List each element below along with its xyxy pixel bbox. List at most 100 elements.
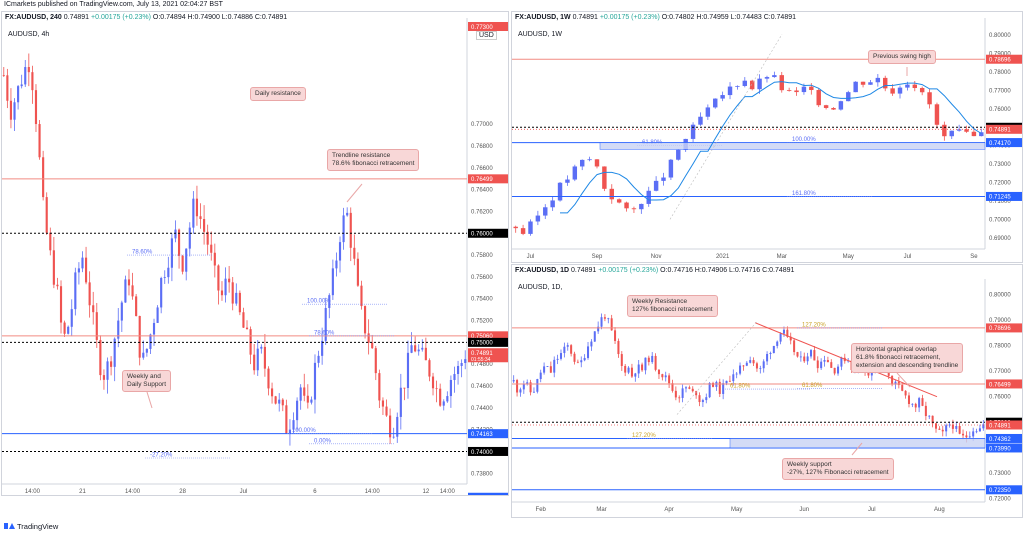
candle-body (624, 202, 629, 209)
candle-body (378, 373, 381, 401)
candle-body (725, 380, 728, 384)
price-tick-label: 0.76600 (471, 166, 493, 172)
candle-body (74, 272, 77, 310)
chart-panel-h4[interactable]: FX:AUDUSD, 240 0.74891 +0.00175 (+0.23%)… (1, 11, 509, 496)
annotation-weekly-support: Weekly support -27%, 127% Fibonacci retr… (782, 458, 894, 480)
time-tick-label: Jul (240, 489, 248, 495)
price-tick-label: 0.80000 (989, 293, 1011, 299)
candle-body (919, 88, 925, 93)
change: +0.00175 (+0.23%) (599, 14, 660, 21)
candle-body (769, 352, 772, 355)
candle-body (131, 285, 134, 297)
symbol-line: FX:AUDUSD, 1W 0.74891 +0.00175 (+0.23%) … (512, 12, 1022, 24)
candle-body (938, 428, 941, 430)
candle-body (735, 373, 738, 375)
candle-body (550, 200, 555, 208)
candle-body (374, 348, 377, 374)
annotation-pointer (896, 372, 911, 388)
candle-body (113, 338, 116, 367)
candle-body (256, 348, 259, 371)
candle-body (762, 361, 765, 369)
bar-countdown: 01:55:34 (471, 357, 491, 363)
price-tick-label: 0.80000 (989, 33, 1011, 39)
candle-body (838, 101, 844, 110)
level-price-label: 0.78696 (989, 58, 1011, 64)
fib-level-label: -27.20% (150, 453, 173, 459)
time-tick-label: 21 (79, 489, 86, 495)
current-price-label: 0.74891 (471, 351, 493, 357)
candle-body (972, 431, 975, 437)
chart-panel-d1[interactable]: FX:AUDUSD, 1D 0.74891 +0.00175 (+0.23%) … (511, 264, 1023, 518)
candle-body (617, 340, 620, 355)
current-price-tag (468, 348, 508, 363)
chart-canvas-d1: 0.800000.790000.780000.770000.760000.750… (512, 279, 1022, 513)
chart-panel-w1[interactable]: FX:AUDUSD, 1W 0.74891 +0.00175 (+0.23%) … (511, 11, 1023, 263)
candle-body (224, 278, 227, 296)
candle-body (840, 357, 843, 367)
candle-body (528, 221, 533, 234)
candle-body (803, 356, 806, 362)
candle-body (688, 387, 691, 389)
candle-body (631, 208, 637, 210)
candle-body (712, 382, 715, 387)
price-tick-label: 0.72000 (989, 497, 1011, 503)
price-tick-label: 0.74600 (471, 384, 493, 390)
candle-body (786, 90, 792, 91)
annotation-daily-resistance: Daily resistance (250, 87, 306, 101)
candle-body (671, 383, 674, 391)
candle-body (381, 400, 385, 407)
candle-body (17, 86, 20, 103)
candle-body (263, 346, 266, 369)
candle-body (24, 67, 27, 85)
fib-level-label: 78.60% (132, 250, 153, 256)
candle-body (188, 227, 191, 249)
symbol-line: FX:AUDUSD, 240 0.74891 +0.00175 (+0.23%)… (2, 12, 508, 24)
candle-body (813, 350, 816, 361)
fib-level-label: 127.20% (802, 322, 826, 328)
candle-body (513, 226, 518, 229)
footer-brand[interactable]: TradingView (4, 520, 58, 532)
price-tick-label: 0.76000 (989, 395, 1011, 401)
candle-body (752, 360, 755, 364)
time-tick-label: 14:00 (440, 489, 456, 495)
candle-body (971, 131, 977, 137)
candle-body (385, 406, 388, 416)
fib-level-label: 161.80% (792, 191, 816, 197)
change: +0.00175 (+0.23%) (91, 14, 151, 21)
candle-body (439, 388, 442, 406)
candle-body (698, 395, 701, 403)
candle-body (705, 397, 708, 401)
candle-body (610, 318, 613, 331)
currency-badge: USD (476, 31, 497, 40)
candle-body (600, 317, 603, 327)
candle-body (867, 370, 870, 376)
candle-body (274, 396, 277, 404)
level-price-tag (986, 138, 1022, 148)
candle-body (614, 330, 617, 341)
candle-body (956, 129, 962, 131)
candle-body (52, 250, 55, 285)
candle-body (63, 322, 66, 334)
time-tick-label: Jun (799, 507, 809, 513)
candle-body (536, 379, 539, 392)
time-tick-label: Feb (536, 507, 547, 513)
annotation-pointer (851, 442, 863, 456)
candle-body (431, 376, 435, 389)
candle-body (951, 424, 954, 429)
candle-body (110, 361, 113, 367)
candle-body (580, 360, 583, 363)
candle-body (749, 360, 752, 363)
time-tick-label: 12 (423, 489, 430, 495)
candle-body (410, 345, 413, 353)
candle-body (904, 390, 907, 396)
candle-body (328, 295, 331, 308)
level-price-tag (986, 485, 1022, 495)
candle-body (45, 197, 48, 233)
candle-body (776, 341, 779, 346)
last-price: 0.74891 (571, 267, 597, 274)
candle-body (206, 231, 209, 245)
candle-body (84, 257, 88, 283)
candle-body (927, 92, 932, 105)
level-price-tag (468, 331, 508, 341)
candle-body (106, 361, 109, 380)
